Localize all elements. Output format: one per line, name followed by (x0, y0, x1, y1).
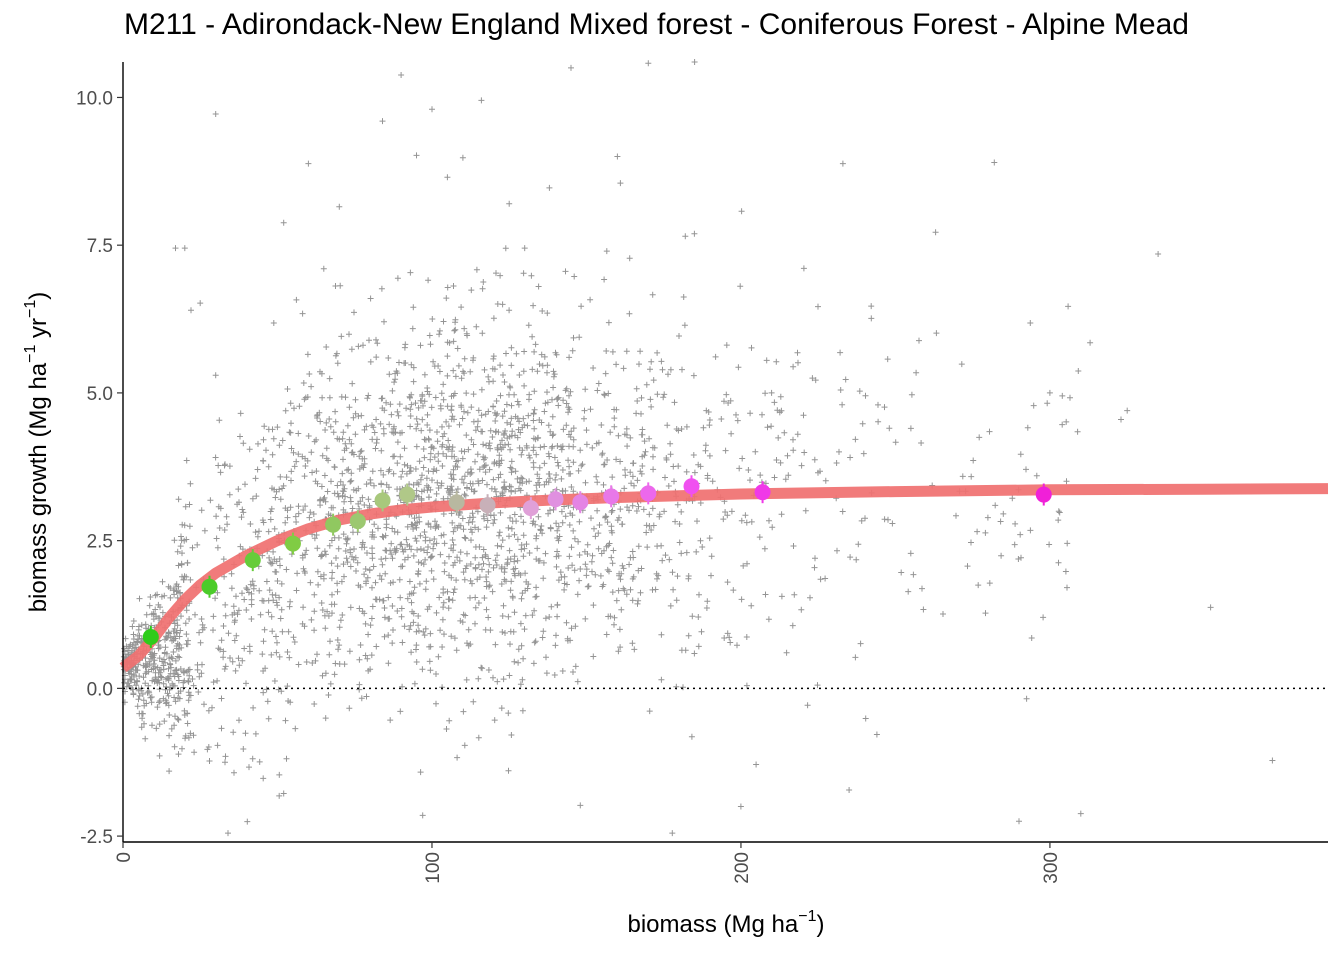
fit-curve-layer (119, 483, 1329, 673)
binned-mean-point-9 (479, 497, 496, 514)
binned-mean-point-1 (201, 578, 218, 595)
y-tick-label-1: 0.0 (87, 679, 113, 700)
scatter-cloud (120, 59, 1276, 837)
x-axis-title-end: ) (816, 911, 824, 938)
binned-mean-point-13 (603, 488, 620, 505)
binned-mean-point-8 (448, 494, 465, 511)
binned-mean-point-12 (572, 494, 589, 511)
binned-mean-point-3 (284, 535, 301, 552)
binned-mean-point-16 (754, 484, 771, 501)
y-tick-label-3: 5.0 (87, 384, 113, 405)
y-tick-label-0: -2.5 (80, 827, 113, 848)
y-axis-title: biomass growth (Mg ha−1 yr−1) (22, 292, 52, 613)
scatter-points (120, 59, 1276, 837)
y-axis-title-sup1: −1 (22, 345, 39, 363)
binned-mean-point-2 (244, 552, 261, 569)
y-axis-title-main: biomass growth (Mg ha (25, 362, 52, 612)
binned-mean-point-5 (349, 513, 366, 530)
binned-mean-point-6 (374, 492, 391, 509)
binned-mean-point-7 (399, 486, 416, 503)
y-tick-label-4: 7.5 (87, 236, 113, 257)
binned-mean-point-4 (325, 516, 342, 533)
binned-mean-point-14 (640, 485, 657, 502)
binned-mean-point-0 (142, 628, 159, 645)
chart-title: M211 - Adirondack-New England Mixed fore… (124, 8, 1189, 41)
binned-mean-point-15 (683, 478, 700, 495)
x-axis-title: biomass (Mg ha−1) (628, 908, 825, 938)
x-tick-label-0: 0 (114, 852, 135, 863)
y-tick-label-2: 2.5 (87, 532, 113, 553)
y-axis-title-end: ) (25, 292, 52, 300)
y-axis-ticks: -2.5 0.0 2.5 5.0 7.5 10.0 (76, 88, 123, 848)
x-axis-title-sup: −1 (798, 908, 816, 925)
x-axis-ticks: 0 100 200 300 (114, 842, 1062, 884)
x-tick-label-1: 100 (423, 852, 444, 884)
binned-mean-point-10 (522, 500, 539, 517)
x-tick-label-2: 200 (732, 852, 753, 884)
binned-means (142, 475, 1052, 648)
y-axis-title-mid: yr (25, 318, 52, 345)
y-tick-label-5: 10.0 (76, 88, 113, 109)
fit-curve (119, 483, 1329, 673)
y-axis-title-sup2: −1 (22, 300, 39, 318)
x-axis-title-main: biomass (Mg ha (628, 911, 799, 938)
binned-mean-point-11 (547, 491, 564, 508)
binned-mean-point-17 (1035, 486, 1052, 503)
x-tick-label-3: 300 (1041, 852, 1062, 884)
